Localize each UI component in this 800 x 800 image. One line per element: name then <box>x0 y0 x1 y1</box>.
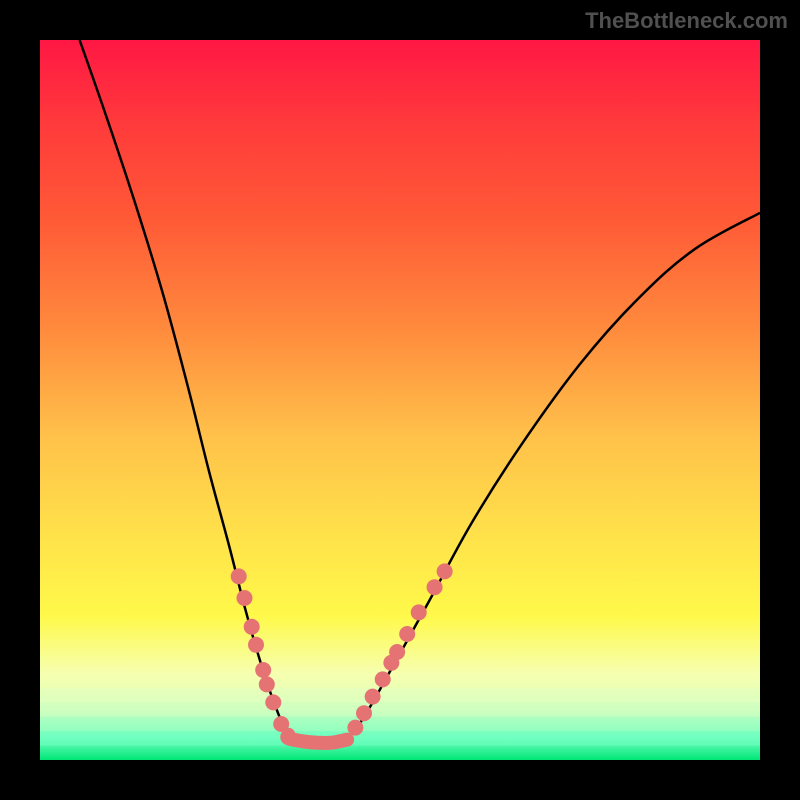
marker-right <box>347 720 363 736</box>
marker-right <box>375 671 391 687</box>
marker-right <box>356 705 372 721</box>
marker-right <box>437 563 453 579</box>
marker-right <box>365 689 381 705</box>
watermark-text: TheBottleneck.com <box>585 8 788 34</box>
lower-band <box>40 702 760 716</box>
lower-band <box>40 731 760 745</box>
marker-left <box>273 716 289 732</box>
lower-band <box>40 717 760 731</box>
marker-left <box>265 694 281 710</box>
trough-highlight <box>287 735 347 743</box>
plot-area <box>40 40 760 760</box>
marker-left <box>259 676 275 692</box>
marker-left <box>244 619 260 635</box>
marker-left <box>255 662 271 678</box>
marker-right <box>427 579 443 595</box>
marker-left <box>248 637 264 653</box>
marker-left <box>231 568 247 584</box>
lower-band <box>40 674 760 688</box>
marker-left <box>236 590 252 606</box>
marker-right <box>399 626 415 642</box>
marker-right <box>389 644 405 660</box>
lower-band <box>40 688 760 702</box>
chart-svg <box>40 40 760 760</box>
chart-container: TheBottleneck.com <box>0 0 800 800</box>
marker-right <box>411 604 427 620</box>
